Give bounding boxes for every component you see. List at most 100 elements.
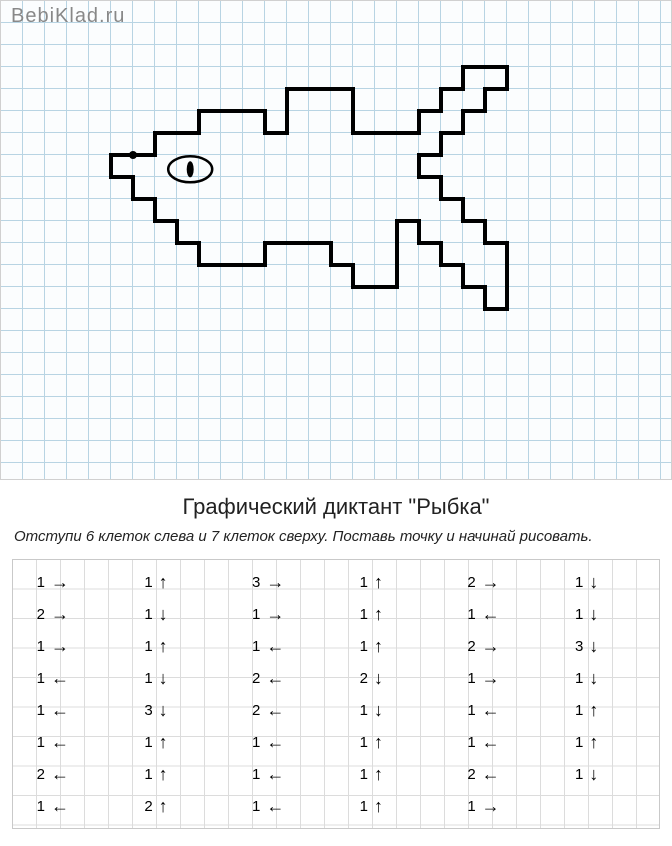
step-cell: 2←: [13, 758, 121, 790]
arrow-icon: →: [482, 637, 500, 655]
step-cell: 1↓: [551, 758, 659, 790]
fish-drawing: [1, 1, 672, 481]
step-cell: 1↑: [336, 726, 444, 758]
step-count: 1: [246, 638, 260, 655]
step-cell: 3↓: [551, 630, 659, 662]
arrow-icon: ←: [51, 765, 69, 783]
step-cell: 1←: [228, 630, 336, 662]
step-cell: 1↓: [551, 598, 659, 630]
step-count: 2: [462, 638, 476, 655]
arrow-icon: →: [482, 573, 500, 591]
arrow-icon: →: [266, 605, 284, 623]
arrow-icon: ←: [266, 765, 284, 783]
step-count: 1: [246, 734, 260, 751]
step-cell: 1←: [444, 726, 552, 758]
step-cell: 2→: [13, 598, 121, 630]
step-cell: 1←: [13, 726, 121, 758]
step-cell: 1←: [228, 726, 336, 758]
step-count: 1: [569, 766, 583, 783]
step-count: 3: [139, 702, 153, 719]
step-cell: 1←: [228, 758, 336, 790]
step-cell: 1←: [13, 694, 121, 726]
step-count: 1: [569, 734, 583, 751]
step-count: 1: [354, 638, 368, 655]
step-count: 2: [139, 798, 153, 815]
arrow-icon: ↑: [159, 765, 168, 783]
arrow-icon: ↓: [159, 701, 168, 719]
arrow-icon: →: [51, 637, 69, 655]
step-count: 1: [569, 670, 583, 687]
arrow-icon: ↑: [159, 573, 168, 591]
step-count: 1: [354, 574, 368, 591]
step-cell: 1↓: [121, 598, 229, 630]
step-cell: 1↑: [336, 630, 444, 662]
arrow-icon: →: [266, 573, 284, 591]
fish-eye-pupil: [187, 161, 194, 177]
step-cell: 1↑: [551, 694, 659, 726]
step-count: 1: [139, 606, 153, 623]
step-count: 1: [139, 766, 153, 783]
step-cell: [551, 790, 659, 822]
arrow-icon: ←: [266, 733, 284, 751]
step-cell: 1↑: [336, 566, 444, 598]
arrow-icon: ←: [482, 765, 500, 783]
step-count: 2: [31, 606, 45, 623]
step-count: 2: [246, 670, 260, 687]
arrow-icon: ↑: [589, 733, 598, 751]
step-count: 1: [569, 606, 583, 623]
arrow-icon: ↓: [589, 669, 598, 687]
step-cell: 1←: [444, 694, 552, 726]
step-cell: 2→: [444, 630, 552, 662]
step-cell: 1←: [228, 790, 336, 822]
arrow-icon: ↑: [374, 605, 383, 623]
arrow-icon: ↓: [589, 765, 598, 783]
step-count: 1: [139, 734, 153, 751]
step-cell: 3↓: [121, 694, 229, 726]
step-count: 1: [246, 798, 260, 815]
step-cell: 2←: [228, 662, 336, 694]
step-count: 1: [462, 606, 476, 623]
step-count: 1: [31, 702, 45, 719]
step-count: 1: [569, 574, 583, 591]
arrow-icon: ↑: [374, 573, 383, 591]
instructions: Отступи 6 клеток слева и 7 клеток сверху…: [14, 528, 658, 545]
step-count: 3: [569, 638, 583, 655]
arrow-icon: ↓: [374, 669, 383, 687]
step-count: 1: [139, 638, 153, 655]
step-count: 2: [462, 574, 476, 591]
step-count: 1: [354, 766, 368, 783]
arrow-icon: ↑: [374, 797, 383, 815]
step-cell: 1↑: [551, 726, 659, 758]
step-cell: 2←: [228, 694, 336, 726]
arrow-icon: ↓: [589, 637, 598, 655]
step-cell: 1→: [13, 630, 121, 662]
step-cell: 1↓: [551, 662, 659, 694]
step-cell: 1↑: [121, 566, 229, 598]
steps-grid: 1→2→1→1←1←1←2←1←1↑1↓1↑1↓3↓1↑1↑2↑3→1→1←2←…: [12, 559, 660, 829]
step-cell: 1↑: [121, 630, 229, 662]
graph-paper: BebiKlad.ru: [0, 0, 672, 480]
arrow-icon: ←: [482, 701, 500, 719]
arrow-icon: →: [482, 669, 500, 687]
step-count: 1: [31, 734, 45, 751]
step-cell: 2↓: [336, 662, 444, 694]
arrow-icon: ←: [482, 733, 500, 751]
step-count: 1: [139, 574, 153, 591]
arrow-icon: ↑: [374, 733, 383, 751]
step-count: 1: [31, 798, 45, 815]
step-cell: 2↑: [121, 790, 229, 822]
arrow-icon: ↑: [589, 701, 598, 719]
arrow-icon: ←: [51, 669, 69, 687]
arrow-icon: ←: [51, 797, 69, 815]
arrow-icon: →: [51, 573, 69, 591]
arrow-icon: ←: [266, 669, 284, 687]
arrow-icon: ↑: [159, 797, 168, 815]
arrow-icon: ↓: [589, 573, 598, 591]
arrow-icon: ↓: [589, 605, 598, 623]
step-count: 2: [31, 766, 45, 783]
step-count: 1: [462, 798, 476, 815]
step-count: 1: [462, 702, 476, 719]
step-count: 1: [462, 670, 476, 687]
step-cell: 1↓: [336, 694, 444, 726]
steps-inner: 1→2→1→1←1←1←2←1←1↑1↓1↑1↓3↓1↑1↑2↑3→1→1←2←…: [13, 560, 659, 828]
